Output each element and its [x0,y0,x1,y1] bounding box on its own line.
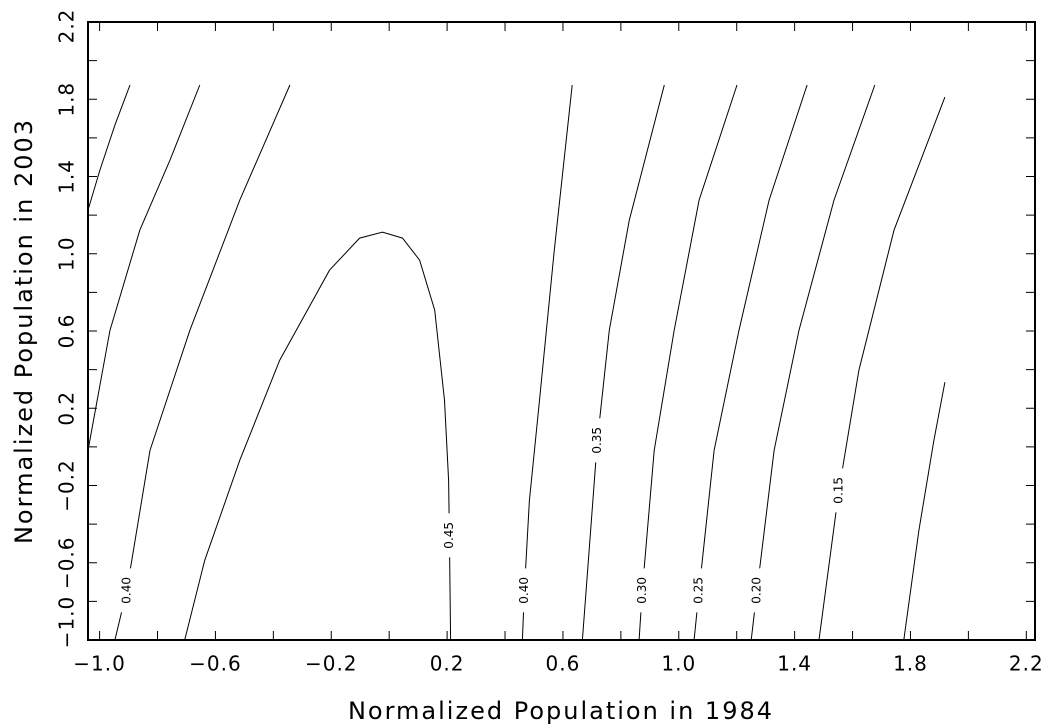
y-tick-label: 1.0 [55,236,79,271]
contour-label: 0.40 [517,577,531,604]
y-axis-title: Normalized Population in 2003 [10,118,38,544]
y-tick-label: −0.6 [55,536,79,589]
x-tick-label: 0.6 [546,652,581,676]
contour-label: 0.35 [590,427,604,454]
x-tick-label: 0.2 [430,652,465,676]
contour-line [638,84,738,641]
y-tick-label: 1.8 [55,82,79,117]
contour-line [184,231,452,641]
contour-line [903,382,946,641]
y-tick-label: 2.2 [55,9,79,44]
y-tick-label: 1.4 [55,159,79,194]
contour-line [87,84,131,211]
contour-label: 0.15 [831,477,845,504]
x-tick-label: −1.0 [73,652,126,676]
contour-label: 0.40 [119,577,133,604]
contour-line [750,84,876,641]
contour-label-gap [118,568,135,613]
y-tick-label: −1.0 [55,596,79,649]
contour-line [521,84,573,641]
contour-line [581,84,665,641]
x-tick-label: 2.2 [1009,652,1044,676]
contour-label-gap [634,568,651,613]
contour-line [114,84,291,641]
contour-line [693,84,808,641]
contour-label-gap [748,568,765,613]
x-axis-title: Normalized Population in 1984 [348,697,774,725]
contour-line [87,84,201,451]
y-tick-label: 0.2 [55,391,79,426]
contour-label-gap [441,513,458,558]
contour-label-gap [589,418,606,463]
contour-label-gap [516,568,533,613]
contour-label-gap [691,568,708,613]
contour-label: 0.30 [635,577,649,604]
contour-label-gap [830,468,847,513]
x-tick-label: 1.0 [661,652,696,676]
y-tick-label: −0.2 [55,459,79,512]
contour-line [818,96,946,641]
x-tick-label: −0.6 [189,652,242,676]
plot-frame [87,21,1036,641]
x-tick-label: 1.4 [777,652,812,676]
x-tick-label: 1.8 [893,652,928,676]
y-tick-label: 0.6 [55,314,79,349]
contour-label: 0.20 [749,577,763,604]
contour-label: 0.45 [442,522,456,549]
contour-label: 0.25 [692,577,706,604]
x-tick-label: −0.2 [305,652,358,676]
